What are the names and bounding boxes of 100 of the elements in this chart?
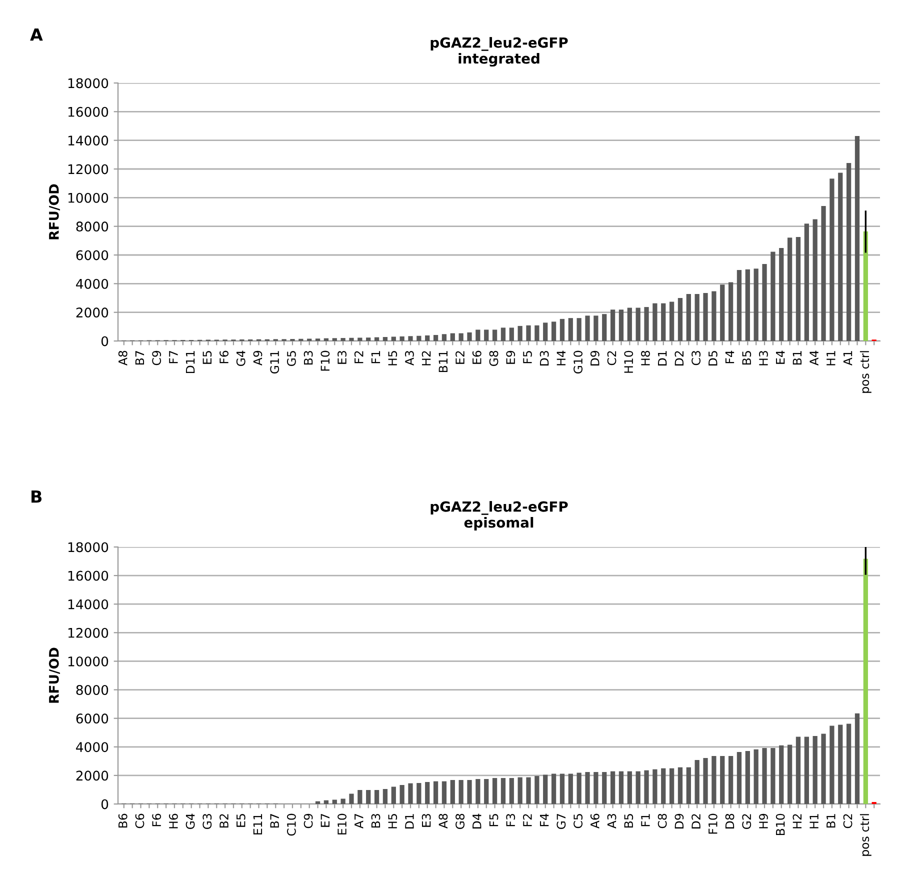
x-tick-label: D1 <box>658 351 667 366</box>
bar <box>366 790 371 804</box>
x-tick-label: A9 <box>253 350 262 366</box>
x-tick-label: G5 <box>286 351 296 366</box>
x-tick-label: A1 <box>843 351 852 366</box>
x-tick-label: C9 <box>152 350 162 366</box>
bar <box>602 772 607 804</box>
bar <box>678 767 683 804</box>
y-tick-label: 4000 <box>76 742 108 752</box>
bar <box>391 336 396 341</box>
x-tick-label: B2 <box>220 814 228 828</box>
bar <box>492 778 498 804</box>
bar <box>526 325 531 341</box>
x-tick-label: H5 <box>388 814 398 828</box>
bar <box>442 781 447 804</box>
bar <box>534 325 540 341</box>
bar <box>433 781 438 804</box>
x-tick-label: G8 <box>456 814 464 830</box>
x-tick-label: E3 <box>338 350 346 364</box>
bar <box>568 774 573 804</box>
bar <box>458 333 464 341</box>
x-tick-label: C5 <box>574 814 583 828</box>
x-tick-label: G8 <box>489 350 498 366</box>
x-tick-label: A8 <box>118 350 128 366</box>
bar <box>821 734 826 804</box>
y-tick-label: 0 <box>101 799 108 810</box>
bar <box>804 224 809 341</box>
bar <box>703 758 708 804</box>
x-tick-label: G4 <box>186 814 195 830</box>
bar <box>770 748 776 804</box>
y-tick-label: 8000 <box>76 685 108 695</box>
bar <box>694 294 700 341</box>
bar <box>854 136 860 341</box>
x-tick-label: F6 <box>220 350 228 364</box>
text: A <box>30 28 43 41</box>
bar <box>728 282 734 341</box>
x-tick-label: F2 <box>354 351 364 364</box>
bar <box>332 800 337 804</box>
bar <box>779 248 784 341</box>
bar <box>543 774 548 804</box>
x-tick-label: D3 <box>540 350 549 366</box>
x-tick-label: E11 <box>253 814 262 834</box>
bar <box>400 336 404 341</box>
x-tick-label: G4 <box>236 350 246 366</box>
bar <box>745 269 750 341</box>
bar <box>425 782 430 804</box>
x-tick-label: C2 <box>843 814 852 828</box>
x-tick-label: G10 <box>574 350 583 374</box>
y-tick-label: 10000 <box>68 656 108 666</box>
x-tick-label: B10 <box>776 814 785 835</box>
bar <box>712 756 716 804</box>
bar <box>720 756 725 804</box>
bar <box>374 337 380 341</box>
bar <box>804 736 809 804</box>
x-tick-label: F6 <box>152 814 162 826</box>
x-tick-label: E10 <box>338 814 346 834</box>
x-tick-label: D1 <box>405 814 414 828</box>
x-tick-label: H9 <box>759 814 768 828</box>
x-tick-label: H6 <box>168 814 178 828</box>
y-axis-title: RFU/OD <box>48 184 60 240</box>
x-tick-label: C10 <box>286 814 296 836</box>
x-tick-label: D5 <box>708 351 718 366</box>
x-tick-label: H3 <box>759 350 768 366</box>
y-tick-label: 2000 <box>76 770 108 781</box>
x-tick-label: E3 <box>422 814 431 827</box>
x-tick-label: A3 <box>404 350 414 366</box>
x-tick-label: D9 <box>590 350 600 366</box>
bar <box>812 219 818 341</box>
bar <box>652 769 658 804</box>
x-tick-label: D2 <box>674 351 684 366</box>
chart-subtitle: integrated <box>458 53 540 67</box>
bar <box>694 760 700 804</box>
x-tick-label: E7 <box>320 814 330 827</box>
x-tick-label: F1 <box>371 351 380 364</box>
bar <box>812 736 818 804</box>
y-tick-label: 0 <box>101 336 108 346</box>
bar <box>830 178 834 341</box>
x-tick-label: F4 <box>725 350 734 364</box>
y-tick-label: 6000 <box>76 714 108 724</box>
bar <box>551 774 556 804</box>
x-tick-label: H1 <box>810 814 818 828</box>
y-tick-label: 18000 <box>68 542 108 552</box>
x-tick-label: D11 <box>186 351 195 373</box>
x-tick-label: A8 <box>438 814 448 829</box>
x-tick-label: B1 <box>792 351 802 364</box>
bar <box>736 270 742 341</box>
bar <box>585 772 590 804</box>
x-tick-label: F10 <box>320 350 330 371</box>
bar <box>509 328 514 341</box>
x-tick-label: A3 <box>607 814 616 829</box>
bar <box>602 314 607 341</box>
bar <box>349 794 354 804</box>
bar <box>610 310 616 341</box>
x-tick-label: B7 <box>135 351 144 364</box>
x-tick-label: pos ctrl <box>860 351 872 393</box>
x-tick-label: C2 <box>607 351 616 366</box>
chart-title: pGAZ2_leu2-eGFP <box>430 501 568 515</box>
x-tick-label: E4 <box>776 350 785 364</box>
x-tick-label: A7 <box>354 814 364 829</box>
x-tick-label: F7 <box>169 351 178 364</box>
